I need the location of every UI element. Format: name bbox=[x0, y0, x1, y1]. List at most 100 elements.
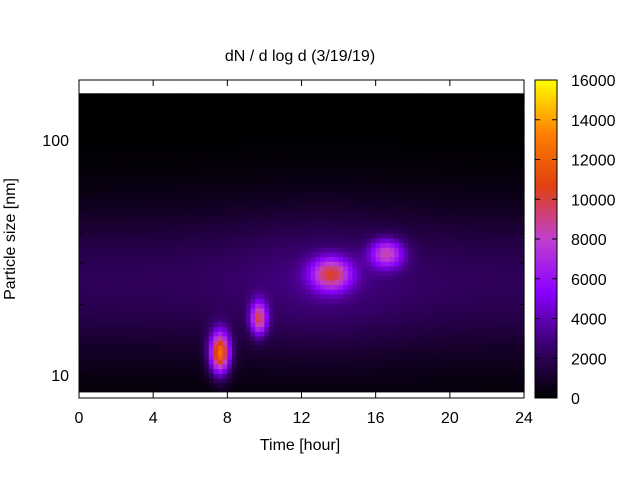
heatmap-cell bbox=[431, 279, 437, 286]
heatmap-cell bbox=[190, 373, 196, 379]
heatmap-cell bbox=[148, 209, 154, 216]
heatmap-cell bbox=[236, 363, 242, 370]
heatmap-cell bbox=[199, 284, 205, 290]
heatmap-cell bbox=[292, 200, 298, 206]
heatmap-cell bbox=[157, 177, 164, 183]
heatmap-cell bbox=[222, 237, 228, 244]
heatmap-cell bbox=[371, 167, 377, 174]
heatmap-cell bbox=[139, 177, 145, 183]
heatmap-cell bbox=[320, 265, 326, 272]
heatmap-cell bbox=[273, 172, 279, 178]
heatmap-cell bbox=[218, 293, 224, 300]
heatmap-cell bbox=[236, 321, 242, 328]
heatmap-cell bbox=[338, 293, 344, 300]
heatmap-cell bbox=[292, 191, 298, 197]
heatmap-cell bbox=[199, 321, 205, 328]
heatmap-cell bbox=[306, 251, 312, 258]
heatmap-cell bbox=[97, 359, 103, 365]
heatmap-cell bbox=[125, 326, 131, 332]
heatmap-cell bbox=[157, 345, 164, 351]
heatmap-cell bbox=[371, 205, 377, 211]
heatmap-cell bbox=[398, 303, 405, 309]
heatmap-cell bbox=[157, 223, 164, 230]
heatmap-cell bbox=[329, 181, 335, 188]
heatmap-cell bbox=[347, 186, 354, 192]
heatmap-cell bbox=[143, 116, 150, 122]
heatmap-cell bbox=[287, 149, 293, 155]
heatmap-cell bbox=[278, 293, 284, 300]
heatmap-cell bbox=[167, 251, 173, 258]
heatmap-cell bbox=[143, 237, 150, 244]
heatmap-cell bbox=[389, 321, 395, 328]
heatmap-cell bbox=[153, 139, 159, 146]
heatmap-cell bbox=[245, 270, 252, 276]
heatmap-cell bbox=[329, 335, 335, 342]
heatmap-cell bbox=[129, 116, 136, 122]
heatmap-cell bbox=[167, 377, 173, 384]
heatmap-cell bbox=[106, 125, 113, 132]
heatmap-cell bbox=[245, 377, 252, 384]
heatmap-cell bbox=[384, 368, 391, 374]
heatmap-cell bbox=[218, 261, 224, 267]
heatmap-cell bbox=[338, 111, 344, 118]
heatmap-cell bbox=[129, 275, 136, 281]
heatmap-cell bbox=[394, 363, 400, 370]
heatmap-cell bbox=[282, 298, 289, 304]
heatmap-cell bbox=[264, 167, 270, 174]
heatmap-cell bbox=[139, 97, 145, 104]
heatmap-cell bbox=[306, 139, 312, 146]
heatmap-cell bbox=[389, 307, 395, 314]
heatmap-cell bbox=[329, 270, 335, 276]
heatmap-cell bbox=[269, 256, 275, 262]
heatmap-cell bbox=[352, 293, 358, 300]
heatmap-cell bbox=[236, 335, 242, 342]
heatmap-cell bbox=[287, 163, 293, 169]
heatmap-cell bbox=[324, 167, 330, 174]
heatmap-cell bbox=[389, 317, 395, 323]
heatmap-cell bbox=[88, 307, 94, 314]
heatmap-cell bbox=[171, 111, 177, 118]
heatmap-cell bbox=[422, 279, 428, 286]
heatmap-cell bbox=[208, 261, 215, 267]
heatmap-cell bbox=[343, 284, 349, 290]
heatmap-cell bbox=[194, 116, 201, 122]
heatmap-cell bbox=[282, 382, 289, 388]
heatmap-cell bbox=[333, 228, 340, 234]
heatmap-cell bbox=[394, 359, 400, 365]
heatmap-cell bbox=[435, 121, 442, 127]
heatmap-cell bbox=[199, 303, 205, 309]
heatmap-cell bbox=[417, 153, 423, 160]
heatmap-cell bbox=[306, 219, 312, 225]
heatmap-cell bbox=[185, 219, 191, 225]
heatmap-cell bbox=[116, 298, 122, 304]
heatmap-cell bbox=[389, 125, 395, 132]
heatmap-cell bbox=[426, 317, 432, 323]
heatmap-cell bbox=[338, 251, 344, 258]
heatmap-cell bbox=[106, 177, 113, 183]
heatmap-cell bbox=[167, 293, 173, 300]
heatmap-cell bbox=[435, 373, 442, 379]
heatmap-cell bbox=[167, 200, 173, 206]
heatmap-cell bbox=[371, 326, 377, 332]
heatmap-cell bbox=[204, 191, 210, 197]
heatmap-cell bbox=[199, 354, 205, 360]
heatmap-cell bbox=[129, 205, 136, 211]
heatmap-cell bbox=[375, 279, 381, 286]
heatmap-cell bbox=[231, 125, 238, 132]
heatmap-cell bbox=[403, 144, 409, 150]
heatmap-cell bbox=[185, 209, 191, 216]
heatmap-cell bbox=[426, 205, 432, 211]
heatmap-cell bbox=[102, 256, 108, 262]
heatmap-cell bbox=[111, 102, 117, 108]
heatmap-cell bbox=[185, 214, 191, 220]
heatmap-cell bbox=[329, 275, 335, 281]
heatmap-cell bbox=[125, 139, 131, 146]
heatmap-cell bbox=[333, 284, 340, 290]
heatmap-cell bbox=[329, 130, 335, 136]
heatmap-cell bbox=[278, 149, 284, 155]
heatmap-cell bbox=[88, 130, 94, 136]
heatmap-cell bbox=[116, 293, 122, 300]
heatmap-cell bbox=[398, 340, 405, 346]
heatmap-cell bbox=[139, 135, 145, 141]
heatmap-cell bbox=[227, 163, 233, 169]
